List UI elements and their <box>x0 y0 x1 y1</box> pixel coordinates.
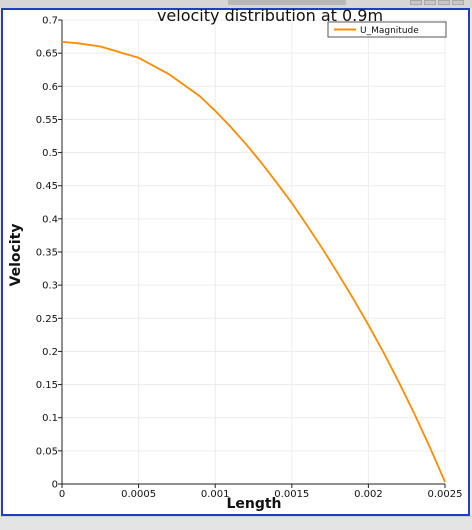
y-tick-label: 0.55 <box>36 115 58 126</box>
y-tick-label: 0.15 <box>36 380 58 391</box>
x-tick-label: 0 <box>59 489 65 500</box>
x-tick-label: 0.0025 <box>428 489 463 500</box>
y-tick-label: 0.65 <box>36 49 58 60</box>
y-tick-label: 0.6 <box>42 82 58 93</box>
close-view-button[interactable] <box>452 0 464 5</box>
y-tick-label: 0.3 <box>42 281 58 292</box>
y-tick-label: 0.5 <box>42 148 58 159</box>
y-tick-label: 0.4 <box>42 214 58 225</box>
top-toolbar <box>0 0 472 8</box>
y-axis-label: Velocity <box>8 224 24 287</box>
y-tick-label: 0.7 <box>42 16 58 27</box>
series-layer <box>61 40 446 483</box>
y-tick-label: 0.25 <box>36 314 58 325</box>
legend-box <box>327 21 447 38</box>
y-axis-ticks: 0 0.05 0.1 0.15 0.2 0.25 0.3 0.35 0.4 0.45 0.5 0.55… <box>36 16 62 491</box>
x-tick-label: 0.001 <box>201 489 230 500</box>
split-horizontal-button[interactable] <box>410 0 422 5</box>
grid-lines <box>61 19 446 485</box>
y-tick-label: 0.1 <box>42 413 58 424</box>
split-vertical-button[interactable] <box>424 0 436 5</box>
x-tick-label: 0.002 <box>354 489 383 500</box>
x-axis-label: Length <box>226 496 281 512</box>
x-axis-ticks: 0 0.0005 0.001 0.0015 0.002 0.0025 <box>59 484 463 500</box>
y-tick-label: 0.2 <box>42 347 58 358</box>
y-tick-label: 0.05 <box>36 446 58 457</box>
status-bar <box>0 516 472 530</box>
x-tick-label: 0.0005 <box>121 489 156 500</box>
y-tick-label: 0.45 <box>36 181 58 192</box>
legend[interactable]: U_Magnitude <box>327 21 447 38</box>
y-tick-label: 0 <box>52 480 58 491</box>
y-tick-label: 0.35 <box>36 248 58 259</box>
chart-title: velocity distribution at 0.9m <box>157 6 383 25</box>
series-line-u-magnitude <box>61 40 446 483</box>
legend-entry-u-magnitude: U_Magnitude <box>360 26 419 36</box>
maximize-button[interactable] <box>438 0 450 5</box>
x-tick-label: 0.0015 <box>274 489 309 500</box>
view-title-strip[interactable] <box>228 0 346 5</box>
chart-view-frame[interactable] <box>1 8 470 516</box>
